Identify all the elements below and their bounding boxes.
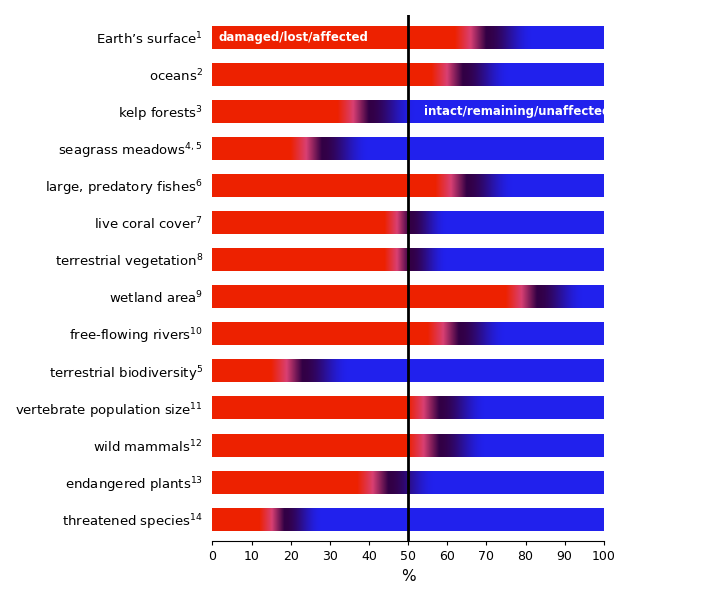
Text: intact/remaining/unaffected: intact/remaining/unaffected <box>424 105 610 118</box>
X-axis label: %: % <box>401 569 415 584</box>
Text: damaged/lost/affected: damaged/lost/affected <box>218 31 368 44</box>
